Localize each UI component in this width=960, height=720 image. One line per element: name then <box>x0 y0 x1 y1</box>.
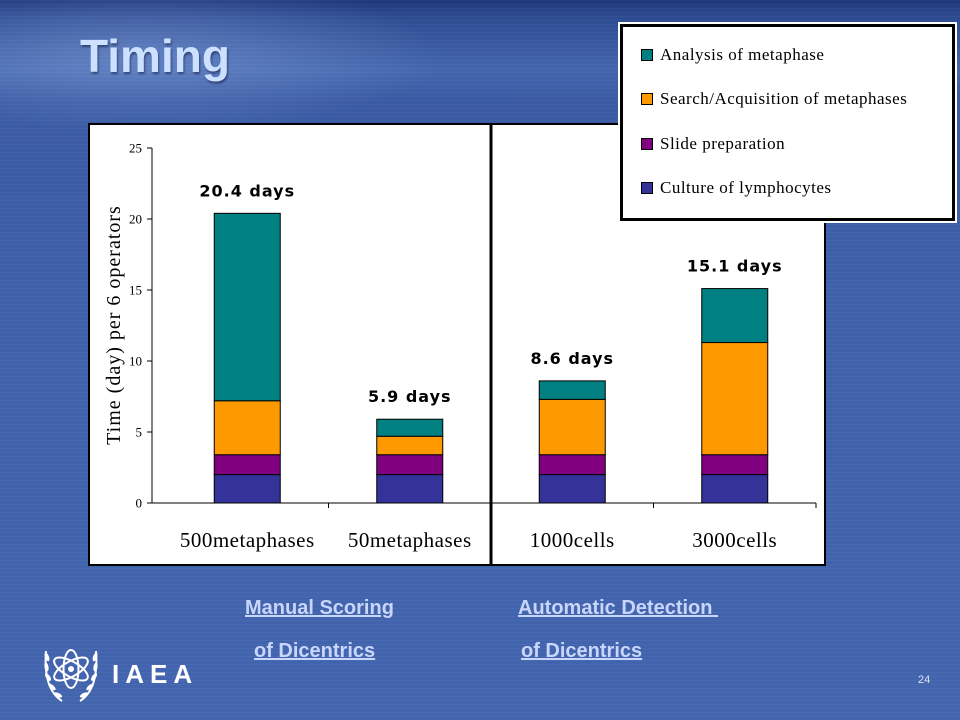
bar-segment <box>701 342 769 456</box>
legend-swatch <box>641 181 653 194</box>
legend-swatch <box>641 137 653 150</box>
legend-label: Culture of lymphocytes <box>660 177 832 197</box>
legend-swatch <box>641 49 653 61</box>
bar-segment <box>701 288 769 344</box>
chart-legend: Analysis of metaphase Search/Acquisition … <box>620 24 955 221</box>
bar-segment <box>376 454 444 476</box>
bar-segment <box>538 380 606 400</box>
legend-item: Search/Acquisition of metaphases <box>641 89 946 109</box>
automatic-detection-link[interactable]: Automatic Detection <box>518 597 719 619</box>
bar-segment <box>701 454 769 476</box>
manual-scoring-link[interactable]: Manual Scoring <box>245 597 394 619</box>
bar-segment <box>213 474 281 504</box>
category-label: 1000cells <box>530 528 615 552</box>
legend-label: Analysis of metaphase <box>660 45 825 64</box>
y-tick-label: 15 <box>129 283 142 298</box>
y-tick-label: 0 <box>136 496 143 511</box>
slide-title: Timing <box>80 30 230 82</box>
bar-segment <box>376 418 444 437</box>
legend-swatch <box>641 93 653 106</box>
bar-segment <box>376 474 444 504</box>
bar-segment <box>538 474 606 504</box>
legend-item: Slide preparation <box>641 134 946 154</box>
bar-segment <box>213 400 281 456</box>
automatic-detection-link-line2[interactable]: of Dicentrics <box>521 640 643 662</box>
bar-segment <box>701 474 769 504</box>
bar-segment <box>376 435 444 456</box>
legend-label: Slide preparation <box>660 133 786 153</box>
category-label: 3000cells <box>692 528 777 552</box>
manual-scoring-link-line2[interactable]: of Dicentrics <box>254 640 376 662</box>
legend-item: Analysis of metaphase <box>641 45 946 65</box>
data-label: 5.9 days <box>368 387 452 406</box>
bar-segment <box>538 398 606 456</box>
legend-label: Search/Acquisition of metaphases <box>660 89 908 109</box>
y-axis-title: Time (day) per 6 operators <box>103 205 125 445</box>
category-label: 50metaphases <box>348 528 472 552</box>
y-tick-label: 10 <box>129 354 142 369</box>
data-label: 20.4 days <box>199 181 295 200</box>
bar-segment <box>538 454 606 476</box>
bar-segment <box>213 454 281 476</box>
y-tick-label: 5 <box>136 425 143 440</box>
iaea-emblem-icon <box>44 649 98 702</box>
bar-segment <box>213 212 281 402</box>
y-tick-label: 25 <box>129 141 142 156</box>
page-number: 24 <box>918 674 931 686</box>
data-label: 8.6 days <box>530 349 614 368</box>
y-tick-label: 20 <box>129 212 142 227</box>
legend-item: Culture of lymphocytes <box>641 178 946 198</box>
iaea-logo-text: IAEA <box>112 659 199 689</box>
data-label: 15.1 days <box>687 257 783 276</box>
category-label: 500metaphases <box>180 528 315 552</box>
